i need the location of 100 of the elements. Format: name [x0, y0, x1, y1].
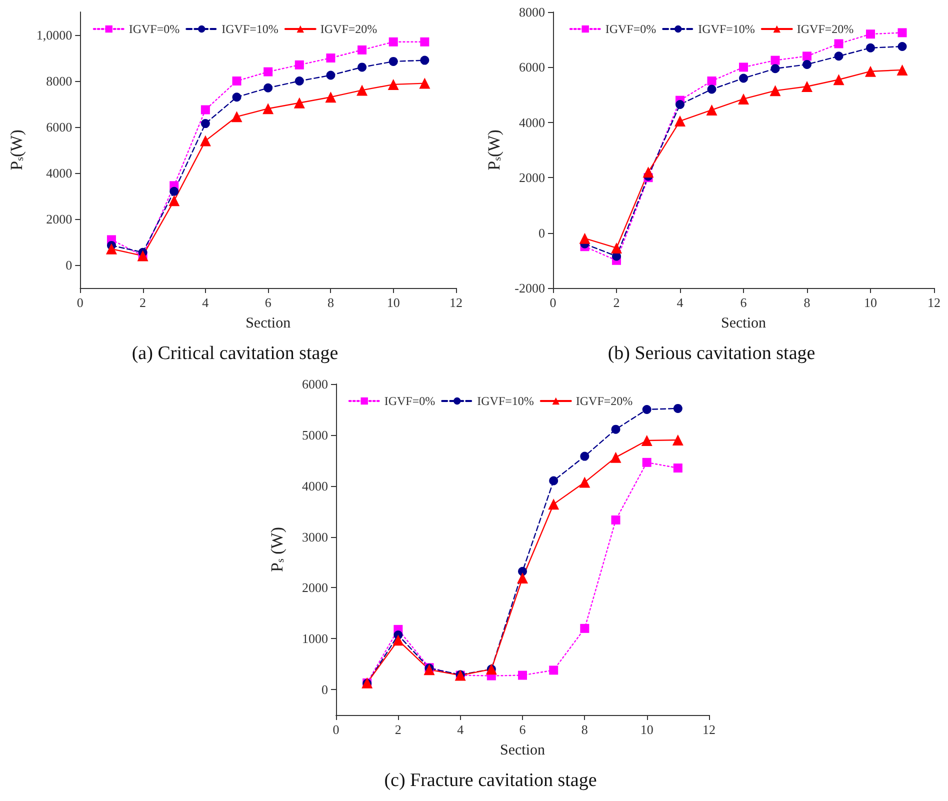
- point: [610, 452, 622, 463]
- point: [548, 498, 560, 510]
- x-axis-title: Section: [246, 316, 292, 332]
- y-tick-label: 2000: [46, 212, 72, 226]
- y-tick-label: 4000: [302, 478, 328, 494]
- x-tick-label: 10: [386, 295, 400, 310]
- y-tick-label: 6000: [302, 376, 328, 392]
- point: [326, 70, 336, 80]
- y-tick-label: 5000: [302, 427, 328, 442]
- point: [770, 56, 780, 65]
- point: [326, 54, 336, 62]
- point: [611, 242, 622, 254]
- y-tick-label: 0: [538, 225, 545, 240]
- point: [580, 452, 590, 461]
- x-axis-title: Section: [500, 742, 546, 758]
- point: [833, 74, 844, 86]
- point: [896, 64, 908, 76]
- x-tick-label: 10: [640, 722, 654, 737]
- legend-label: IGVF=10%: [698, 22, 755, 36]
- y-tick-label: 4000: [519, 114, 545, 130]
- point: [388, 37, 398, 46]
- y-tick-label: 1000: [302, 631, 328, 646]
- point: [674, 116, 686, 127]
- point: [294, 76, 304, 86]
- point: [388, 78, 399, 90]
- legend-label: IGVF=0%: [384, 394, 436, 408]
- point: [866, 43, 875, 52]
- point: [106, 243, 117, 254]
- point: [356, 84, 368, 96]
- point: [834, 39, 844, 48]
- y-tick-label: 2000: [302, 580, 328, 596]
- x-tick-label: 2: [140, 295, 146, 310]
- point: [200, 135, 211, 146]
- y-axis-title: Ps(W): [7, 130, 26, 170]
- legend-label: IGVF=0%: [605, 22, 656, 36]
- point: [232, 76, 242, 86]
- point: [549, 476, 558, 486]
- point: [262, 103, 274, 114]
- y-tick-label: -2000: [514, 280, 545, 296]
- point: [802, 60, 812, 69]
- point: [579, 476, 590, 488]
- y-tick-label: 0: [66, 258, 72, 272]
- point: [264, 67, 273, 76]
- point: [611, 424, 620, 434]
- x-tick-label: 12: [450, 295, 462, 310]
- text: (a) Critical cavitation stage: [132, 343, 338, 364]
- point: [707, 84, 716, 94]
- point: [770, 85, 781, 96]
- point: [231, 111, 242, 122]
- point: [802, 52, 812, 61]
- point: [170, 186, 179, 196]
- point: [834, 52, 844, 61]
- point: [294, 60, 304, 70]
- point: [770, 64, 780, 74]
- x-tick-label: 4: [457, 722, 464, 737]
- x-tick-label: 8: [327, 295, 334, 310]
- x-tick-label: 8: [581, 722, 588, 737]
- y-tick-label: 1,0000: [36, 28, 72, 42]
- y-axis-title: Ps(W): [484, 130, 504, 170]
- x-tick-label: 12: [702, 722, 716, 737]
- point: [673, 404, 682, 413]
- legend-label: IGVF=20%: [576, 394, 633, 408]
- x-tick-label: 6: [519, 722, 526, 737]
- point: [517, 572, 528, 584]
- point: [420, 37, 430, 46]
- y-tick-label: 8000: [46, 74, 72, 88]
- point: [419, 78, 430, 89]
- point: [518, 670, 527, 680]
- point: [580, 624, 590, 633]
- point: [200, 119, 210, 128]
- point: [706, 104, 718, 116]
- point: [641, 435, 652, 446]
- point: [518, 566, 527, 576]
- x-tick-label: 8: [804, 295, 810, 310]
- x-tick-label: 2: [613, 295, 620, 310]
- x-tick-label: 4: [202, 295, 210, 310]
- y-tick-label: 2000: [519, 170, 545, 186]
- point: [325, 92, 336, 103]
- x-tick-label: 0: [76, 295, 84, 310]
- text: (c) Fracture cavitation stage: [384, 770, 597, 791]
- point: [642, 458, 652, 467]
- point: [739, 62, 748, 72]
- point: [642, 404, 652, 414]
- point: [802, 81, 812, 92]
- point: [358, 45, 367, 54]
- legend-label: IGVF=10%: [222, 22, 278, 36]
- point: [358, 62, 367, 72]
- legend-label: IGVF=0%: [128, 22, 180, 36]
- point: [676, 100, 684, 109]
- point: [168, 195, 180, 206]
- point: [898, 28, 907, 38]
- point: [673, 464, 682, 473]
- point: [200, 105, 210, 114]
- point: [232, 92, 242, 102]
- y-tick-label: 4000: [46, 166, 72, 180]
- point: [866, 30, 875, 39]
- point: [611, 515, 620, 524]
- x-tick-label: 10: [864, 295, 877, 310]
- x-tick-label: 6: [264, 295, 272, 310]
- point: [420, 56, 430, 65]
